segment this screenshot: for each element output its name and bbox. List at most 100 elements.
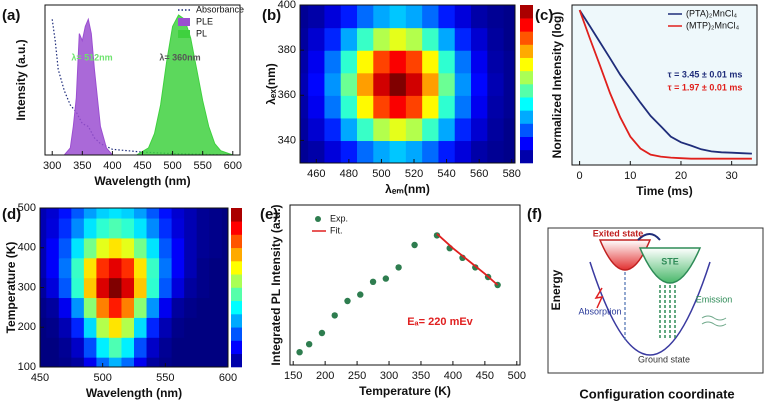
diagram-panel: (f) Exited state STE Absorption Emission…	[527, 206, 764, 401]
heat-cell	[46, 337, 60, 358]
data-point	[382, 275, 390, 282]
x-tick-label: 400	[444, 370, 462, 382]
heat-cell	[209, 208, 223, 219]
heat-cell	[184, 297, 198, 318]
colorbar-step	[231, 353, 242, 368]
lightning-icon	[594, 287, 604, 309]
x-tick-label: 450	[133, 160, 151, 172]
heat-cell	[357, 50, 374, 74]
heat-cell	[83, 317, 97, 338]
heat-cell	[221, 317, 228, 338]
x-tick-label: 500	[508, 370, 526, 382]
x-tick-label: 300	[380, 370, 398, 382]
heat-cell	[503, 27, 515, 51]
colorbar-step	[231, 234, 242, 249]
colorbar-step	[520, 149, 533, 164]
colorbar-step	[520, 5, 533, 19]
plot-area	[296, 232, 501, 356]
annotation: τ = 1.97 ± 0.01 ms	[668, 82, 743, 92]
heat-cell	[308, 5, 326, 29]
heat-cell	[389, 72, 407, 96]
heat-cell	[422, 5, 440, 29]
x-tick-label: 300	[43, 160, 61, 172]
heat-cell	[357, 117, 374, 142]
heat-cell	[389, 140, 407, 163]
excited-state-curve	[598, 239, 652, 271]
heat-cell	[134, 237, 148, 259]
heat-cell	[324, 27, 342, 51]
heat-cell	[184, 237, 198, 259]
y-tick-label: 500	[18, 202, 36, 214]
colorbar-step	[520, 18, 533, 32]
heat-cell	[471, 72, 488, 96]
heat-cell	[503, 117, 515, 142]
heat-cell	[487, 27, 505, 51]
plot-background	[572, 5, 757, 165]
heat-cell	[121, 217, 135, 239]
data-point	[318, 329, 326, 337]
y-tick-label: 360	[278, 89, 296, 101]
heat-cell	[171, 317, 185, 338]
panel-label: (e)	[260, 206, 278, 223]
heat-cell	[405, 5, 423, 29]
heat-cell	[503, 5, 515, 29]
y-tick-label: 200	[18, 321, 36, 333]
heat-cell	[46, 257, 60, 279]
heat-cell	[83, 337, 97, 358]
heat-cell	[171, 277, 185, 299]
area	[63, 17, 113, 155]
heat-cell	[108, 277, 123, 299]
heat-cell	[40, 208, 47, 219]
colorbar-step	[520, 31, 533, 45]
diagram-frame	[547, 227, 764, 374]
heat-cell	[171, 257, 185, 279]
heat-cell	[108, 317, 123, 338]
colorbar-step	[520, 110, 533, 124]
heat-cell	[324, 95, 342, 119]
heat-cell	[373, 5, 391, 29]
heat-cell	[487, 117, 505, 142]
heat-cell	[146, 337, 160, 358]
heat-cell	[300, 50, 309, 74]
x-tick-label: 450	[476, 370, 494, 382]
heat-cell	[324, 72, 342, 96]
heat-cell	[184, 357, 198, 367]
heat-cell	[134, 217, 148, 239]
heat-cell	[300, 117, 309, 142]
data-point	[369, 278, 377, 285]
heat-cell	[471, 117, 488, 142]
plot-frame	[571, 4, 758, 166]
data-point	[296, 349, 303, 356]
data-point	[357, 291, 364, 298]
x-tick-label: 150	[284, 370, 302, 382]
heat-cell	[108, 337, 123, 358]
data-point	[411, 241, 418, 249]
x-tick-label: 450	[31, 372, 49, 384]
heat-cell	[438, 72, 456, 96]
x-axis-label: Temperature (K)	[359, 384, 451, 398]
legend-label: (PTA)₂MnCl₄	[686, 8, 737, 18]
heat-cell	[40, 257, 47, 279]
colorbar-step	[520, 84, 533, 98]
heat-cell	[454, 117, 472, 142]
colorbar-step	[520, 70, 533, 85]
heat-cell	[471, 95, 488, 119]
y-axis-label: λₑₓ(nm)	[264, 63, 278, 105]
x-tick-label: 550	[194, 160, 212, 172]
x-tick-label: 200	[316, 370, 334, 382]
heat-cell	[405, 95, 423, 119]
x-tick-label: 580	[503, 168, 521, 180]
legend-label: Absorbance	[196, 4, 244, 14]
heat-cell	[159, 257, 173, 279]
y-tick-label: 340	[278, 134, 296, 146]
legend-swatch	[178, 18, 190, 26]
heat-cell	[146, 297, 160, 318]
heat-cell	[209, 297, 223, 318]
y-tick-label: 400	[278, 0, 296, 11]
x-axis-label: Wavelength (nm)	[94, 174, 190, 188]
heat-cell	[389, 117, 407, 142]
heat-cell	[503, 95, 515, 119]
heat-cell	[71, 337, 85, 358]
heat-cell	[46, 297, 60, 318]
heat-cell	[121, 208, 135, 219]
